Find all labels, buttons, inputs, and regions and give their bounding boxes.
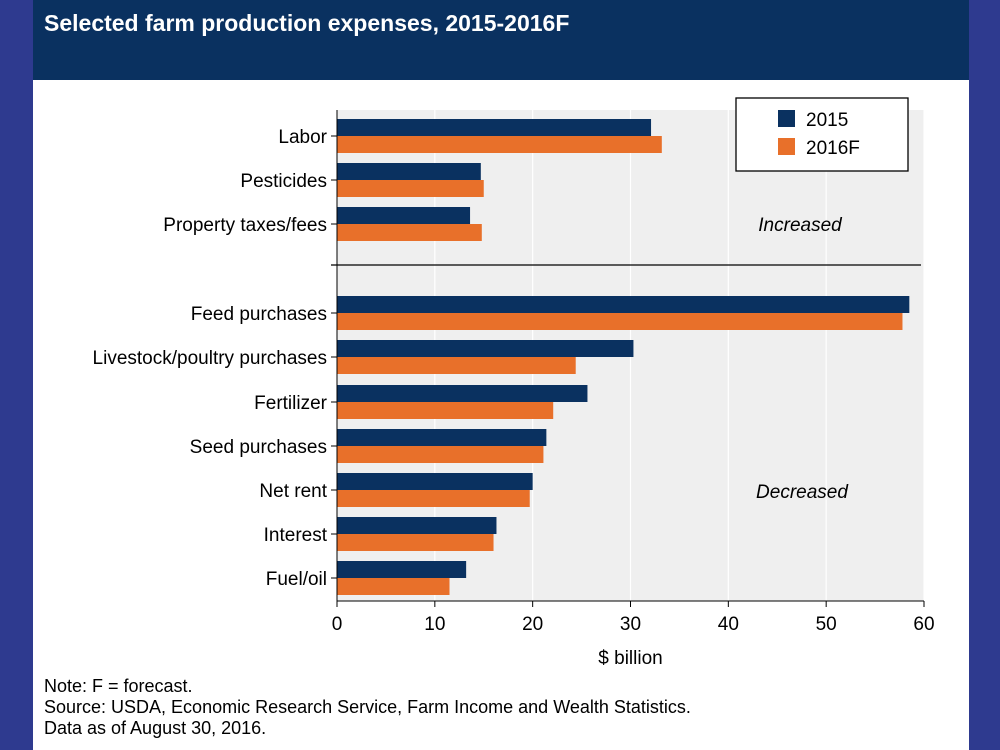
bar-2016f-property-taxes-fees [337,224,482,241]
bar-2016f-livestock-poultry-purchases [337,357,576,374]
chart-panel: Selected farm production expenses, 2015-… [33,0,969,750]
source-note: Source: USDA, Economic Research Service,… [44,697,691,717]
chart-footer: Note: F = forecast. Source: USDA, Econom… [44,676,691,739]
bar-2016f-net-rent [337,490,530,507]
bar-chart: 0 10 20 30 40 50 60 $ billion Labor Pesticides Pro… [93,97,935,669]
x-tick-label: 10 [424,614,445,635]
category-label: Labor [278,127,327,148]
category-label: Property taxes/fees [163,215,327,236]
group-label-decreased: Decreased [756,482,849,503]
category-label: Feed purchases [191,304,327,325]
bar-2016f-seed-purchases [337,446,544,463]
data-date: Data as of August 30, 2016. [44,718,267,738]
legend-swatch-2016f [778,138,795,155]
title-bar: Selected farm production expenses, 2015-… [33,0,969,80]
x-axis-title: $ billion [598,648,662,669]
bar-2015-interest [337,517,497,534]
bar-2015-pesticides [337,163,481,180]
bar-2016f-interest [337,534,494,551]
x-tick-label: 40 [718,614,739,635]
chart-title: Selected farm production expenses, 2015-… [44,10,570,36]
bar-2015-net-rent [337,473,533,490]
category-label: Pesticides [240,171,327,192]
bar-2016f-fertilizer [337,402,554,419]
legend-swatch-2015 [778,110,795,127]
category-label: Fertilizer [254,393,328,414]
bar-2016f-fuel-oil [337,578,450,595]
bar-2015-seed-purchases [337,429,547,446]
category-label: Net rent [259,481,327,502]
group-label-increased: Increased [758,215,843,236]
category-label: Livestock/poultry purchases [93,348,327,369]
bar-2015-livestock-poultry-purchases [337,340,634,357]
x-tick-label: 60 [913,614,934,635]
legend-label: 2016F [806,138,860,159]
x-tick-label: 20 [522,614,543,635]
x-tick-label: 50 [816,614,837,635]
category-label: Interest [264,525,328,546]
bar-2015-property-taxes-fees [337,207,471,224]
category-label: Seed purchases [190,437,327,458]
bar-2015-labor [337,119,652,136]
bar-2015-feed-purchases [337,296,910,313]
legend-box [735,97,909,172]
bar-2016f-feed-purchases [337,313,903,330]
bar-2016f-labor [337,136,662,153]
footnote: Note: F = forecast. [44,676,193,696]
x-tick-label: 30 [620,614,641,635]
bar-2015-fertilizer [337,385,588,402]
category-label: Fuel/oil [266,569,327,590]
bar-2016f-pesticides [337,180,484,197]
legend-label: 2015 [806,110,848,131]
x-tick-label: 0 [332,614,343,635]
bar-2015-fuel-oil [337,561,467,578]
